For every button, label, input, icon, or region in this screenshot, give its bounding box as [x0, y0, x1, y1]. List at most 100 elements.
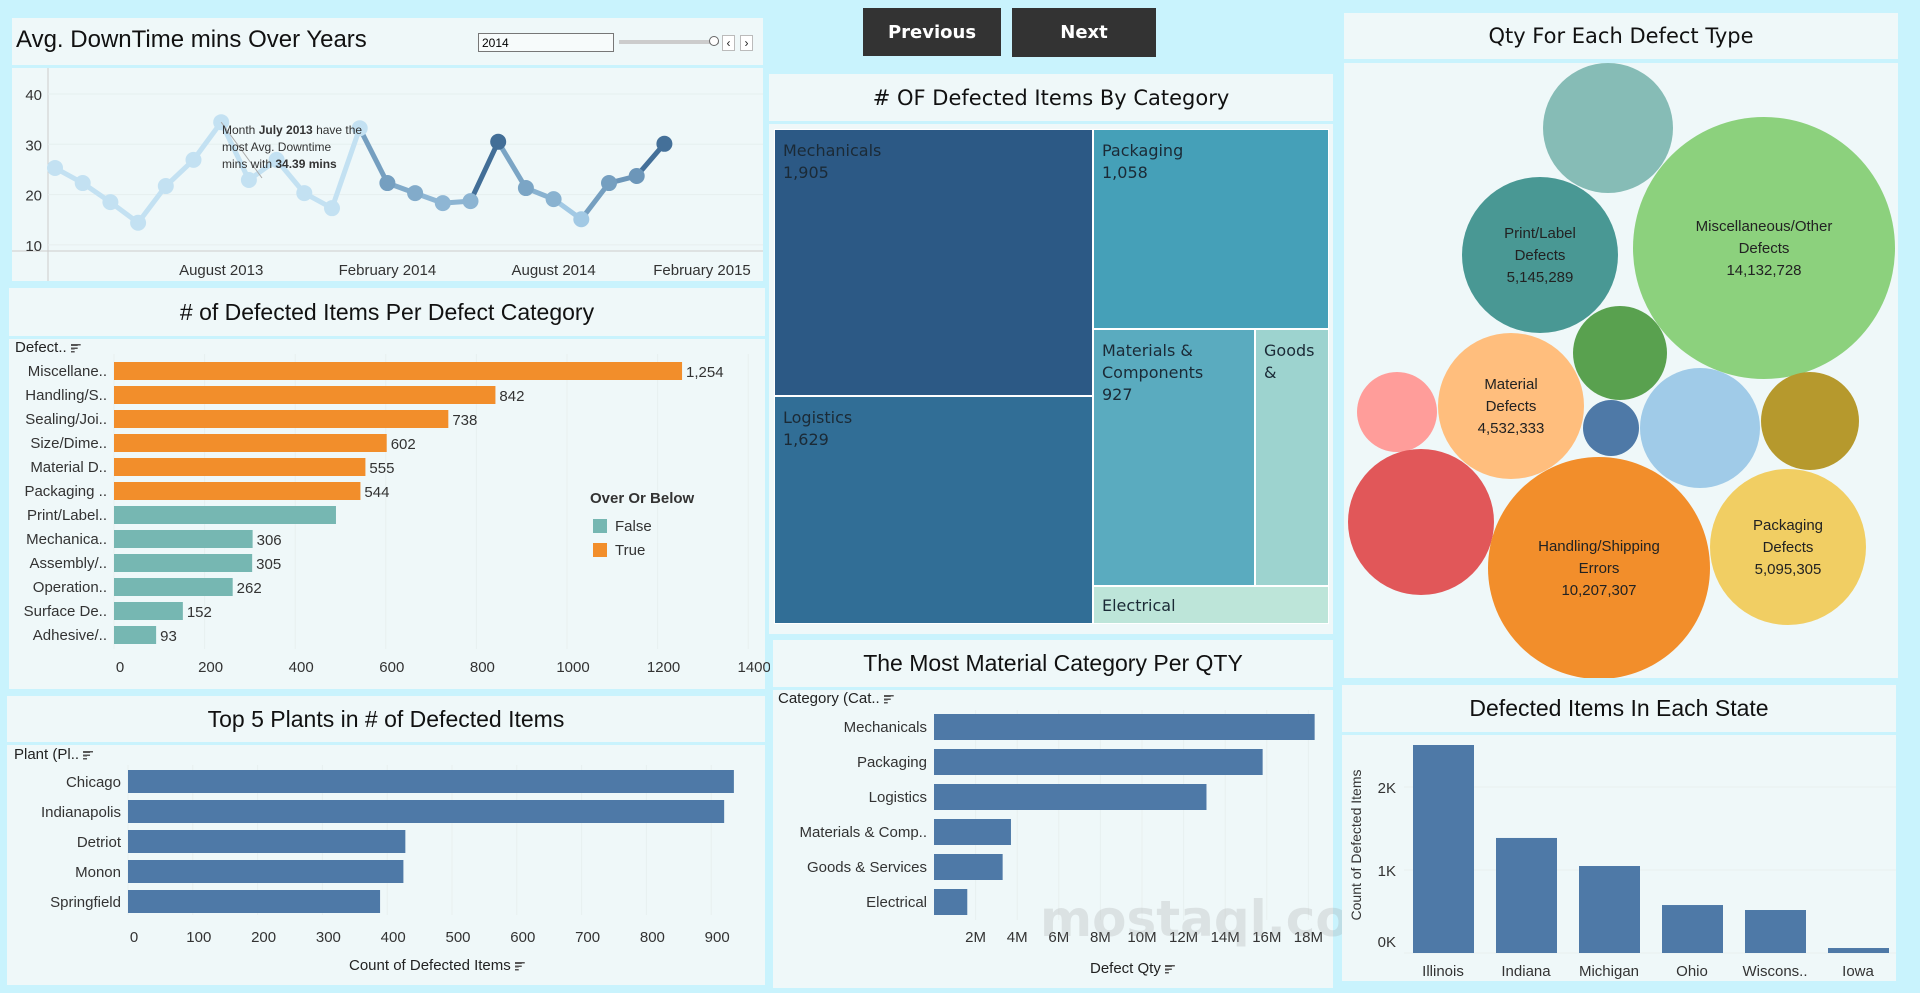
bar — [934, 819, 1011, 845]
data-point — [268, 151, 285, 168]
cell-value: 1,058 — [1102, 163, 1148, 182]
states-title: Defected Items In Each State — [1342, 685, 1896, 732]
treemap-cell[interactable]: Packaging 1,058 — [1093, 129, 1329, 329]
bar — [1413, 745, 1474, 953]
annotation-line — [220, 121, 263, 179]
bubble[interactable] — [1488, 457, 1710, 678]
material-qty-x-title[interactable]: Defect Qty — [1090, 960, 1175, 977]
sort-icon[interactable] — [83, 750, 94, 760]
bar — [934, 784, 1207, 810]
treemap-cell[interactable]: Goods & — [1255, 329, 1329, 586]
data-point — [628, 167, 645, 184]
category-label: Sealing/Joi.. — [25, 411, 107, 428]
material-qty-header[interactable]: Category (Cat.. — [778, 690, 894, 707]
bubble[interactable] — [1357, 372, 1437, 452]
category-label: Goods & Services — [807, 859, 927, 876]
bar-value-label: 262 — [237, 580, 262, 597]
bubble[interactable] — [1438, 333, 1584, 479]
category-label: Monon — [75, 864, 121, 881]
bar — [114, 434, 387, 452]
bubble[interactable] — [1348, 449, 1494, 595]
x-tick-label: 1000 — [556, 659, 589, 676]
bubble[interactable] — [1583, 400, 1639, 456]
bubble-label: Defects — [1486, 398, 1537, 415]
sort-icon[interactable] — [514, 961, 525, 971]
treemap-cell[interactable]: Electrical — [1093, 586, 1329, 624]
legend-item-false[interactable]: False — [593, 514, 652, 538]
states-panel: Count of Defected Items 2K 1K 0K Illinois Ind… — [1342, 735, 1896, 981]
plants-title: Top 5 Plants in # of Defected Items — [7, 696, 765, 742]
x-tick-label: 4M — [1007, 929, 1028, 946]
plants-x-title[interactable]: Count of Defected Items — [349, 957, 525, 974]
bubble[interactable] — [1640, 368, 1760, 488]
x-tick-label: 800 — [470, 659, 495, 676]
treemap-cell[interactable]: Logistics 1,629 — [774, 396, 1093, 624]
y-tick-label: 20 — [25, 188, 42, 205]
category-label: Materials & Comp.. — [799, 824, 927, 841]
category-label: Operation.. — [33, 579, 107, 596]
bar — [1828, 948, 1889, 953]
data-point — [130, 214, 147, 231]
bubble[interactable] — [1543, 63, 1673, 193]
cell-value: 1,905 — [783, 163, 829, 182]
cell-value: 927 — [1102, 385, 1133, 404]
category-label: Surface De.. — [24, 603, 107, 620]
data-point — [74, 175, 91, 192]
bubble-label: Defects — [1515, 247, 1566, 264]
legend-swatch — [593, 543, 607, 557]
sort-icon[interactable] — [70, 343, 81, 353]
category-label: Logistics — [869, 789, 927, 806]
bar — [114, 362, 683, 380]
sort-icon[interactable] — [1164, 964, 1175, 974]
bar-value-label: 555 — [369, 460, 394, 477]
data-point — [490, 133, 507, 150]
cell-label: Goods & — [1264, 341, 1315, 382]
treemap-cell[interactable]: Materials & Components 927 — [1093, 329, 1255, 586]
sort-icon[interactable] — [883, 694, 894, 704]
bubble-label: Handling/Shipping — [1538, 538, 1660, 555]
bar — [114, 482, 361, 500]
chevron-right-icon[interactable]: › — [740, 35, 753, 51]
bubble[interactable] — [1462, 177, 1618, 333]
treemap-title: # OF Defected Items By Category — [769, 74, 1333, 121]
year-slider-track[interactable] — [619, 40, 719, 44]
category-label: Mechanicals — [844, 719, 927, 736]
year-filter-input[interactable] — [478, 33, 614, 52]
bubble[interactable] — [1573, 306, 1667, 400]
next-button[interactable]: Next — [1012, 8, 1156, 57]
data-point — [601, 175, 617, 192]
bar-value-label: 738 — [452, 412, 477, 429]
y-axis-title: Count of Defected Items — [1348, 770, 1364, 921]
bubble-value: 5,145,289 — [1507, 269, 1574, 286]
watermark-logo: mostaql.com — [1040, 890, 1402, 948]
treemap-cell[interactable]: Mechanicals 1,905 — [774, 129, 1093, 396]
category-label: Springfield — [50, 894, 121, 911]
bar — [114, 626, 157, 644]
downtime-title-bar: Avg. DownTime mins Over Years ‹ › — [12, 18, 763, 65]
x-tick-label: 18M — [1294, 929, 1323, 946]
category-label: Print/Label.. — [27, 507, 107, 524]
bar — [114, 602, 183, 620]
bubble[interactable] — [1761, 372, 1859, 470]
legend-item-true[interactable]: True — [593, 538, 652, 562]
bubble-value: 4,532,333 — [1478, 420, 1545, 437]
plants-header[interactable]: Plant (Pl.. — [14, 746, 94, 763]
x-tick-label: 0 — [130, 929, 138, 946]
x-tick-label: 10M — [1127, 929, 1156, 946]
year-slider-handle[interactable] — [709, 36, 719, 46]
bar-value-label: 93 — [160, 628, 177, 645]
defect-category-header[interactable]: Defect.. — [15, 339, 81, 356]
bubble[interactable] — [1710, 469, 1866, 625]
chevron-left-icon[interactable]: ‹ — [722, 35, 735, 51]
data-point — [157, 178, 174, 195]
header-label: Category (Cat.. — [778, 690, 880, 707]
x-tick-label: 900 — [705, 929, 730, 946]
y-tick-label: 40 — [25, 87, 42, 104]
defect-category-title: # of Defected Items Per Defect Category — [9, 288, 765, 336]
data-point — [379, 175, 396, 192]
previous-button[interactable]: Previous — [863, 8, 1001, 56]
y-tick-label: 1K — [1378, 863, 1396, 880]
x-tick-label: 600 — [379, 659, 404, 676]
data-point — [296, 185, 313, 202]
bubble[interactable] — [1633, 117, 1895, 379]
